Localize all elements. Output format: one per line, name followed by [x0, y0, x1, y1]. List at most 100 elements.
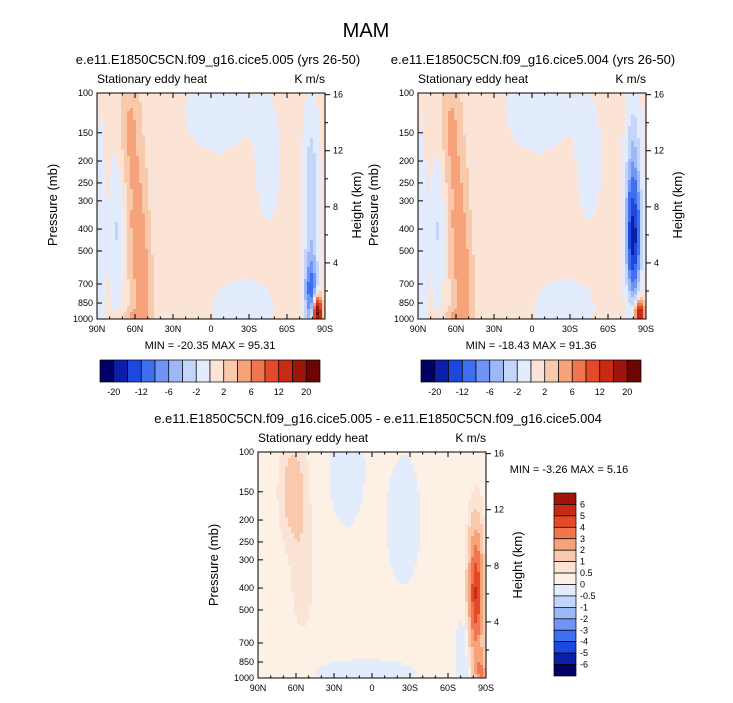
field-cell	[196, 153, 200, 157]
field-cell	[241, 258, 245, 262]
field-cell	[265, 114, 269, 118]
field-cell	[274, 222, 278, 226]
field-cell	[292, 210, 296, 214]
field-cell	[289, 165, 293, 169]
field-cell	[289, 222, 293, 226]
field-cell	[148, 102, 152, 106]
field-cell	[232, 129, 236, 133]
field-cell	[118, 189, 122, 193]
field-cell	[268, 288, 272, 292]
field-cell	[232, 288, 236, 292]
field-cell	[118, 102, 122, 106]
field-cell	[268, 159, 272, 163]
field-cell	[163, 297, 167, 301]
field-cell	[154, 273, 158, 277]
field-cell	[271, 189, 275, 193]
field-cell	[172, 108, 176, 112]
field-cell	[172, 198, 176, 202]
field-cell	[196, 270, 200, 274]
field-cell	[286, 126, 290, 130]
field-cell	[109, 135, 113, 139]
field-cell	[283, 159, 287, 163]
field-cell	[289, 264, 293, 268]
field-cell	[118, 129, 122, 133]
field-cell	[199, 285, 203, 289]
field-cell	[187, 300, 191, 304]
field-cell	[247, 168, 251, 172]
field-cell	[142, 300, 146, 304]
field-cell	[118, 309, 122, 313]
field-cell	[286, 210, 290, 214]
field-cell	[175, 216, 179, 220]
field-cell	[211, 192, 215, 196]
field-cell	[118, 246, 122, 250]
field-cell	[220, 294, 224, 298]
field-cell	[127, 225, 131, 229]
field-cell	[235, 261, 239, 265]
field-cell	[106, 291, 110, 295]
field-cell	[106, 228, 110, 232]
field-cell	[121, 117, 125, 121]
field-cell	[208, 276, 212, 280]
field-cell	[262, 300, 266, 304]
field-cell	[211, 240, 215, 244]
field-cell	[256, 105, 260, 109]
field-cell	[226, 147, 230, 151]
field-cell	[265, 126, 269, 130]
field-cell	[223, 138, 227, 142]
field-cell	[265, 177, 269, 181]
field-cell	[232, 279, 236, 283]
field-cell	[163, 273, 167, 277]
field-cell	[145, 147, 149, 151]
field-cell	[250, 222, 254, 226]
field-cell	[106, 288, 110, 292]
field-cell	[106, 303, 110, 307]
field-cell	[259, 168, 263, 172]
field-cell	[250, 264, 254, 268]
field-cell	[136, 309, 140, 313]
field-cell	[151, 228, 155, 232]
field-cell	[187, 198, 191, 202]
field-cell	[196, 219, 200, 223]
field-cell	[262, 108, 266, 112]
field-cell	[244, 273, 248, 277]
field-cell	[166, 108, 170, 112]
field-cell	[148, 120, 152, 124]
field-cell	[241, 279, 245, 283]
field-cell	[193, 315, 197, 319]
field-cell	[289, 306, 293, 310]
field-cell	[247, 159, 251, 163]
field-cell	[217, 252, 221, 256]
field-cell	[142, 186, 146, 190]
field-cell	[199, 204, 203, 208]
field-cell	[220, 282, 224, 286]
field-cell	[196, 240, 200, 244]
field-cell	[148, 249, 152, 253]
field-cell	[100, 147, 104, 151]
field-cell	[247, 225, 251, 229]
field-cell	[247, 231, 251, 235]
field-cell	[190, 264, 194, 268]
field-cell	[157, 189, 161, 193]
field-cell	[271, 192, 275, 196]
field-cell	[109, 192, 113, 196]
field-cell	[289, 231, 293, 235]
field-cell	[277, 234, 281, 238]
field-cell	[112, 279, 116, 283]
field-cell	[211, 162, 215, 166]
field-cell	[145, 282, 149, 286]
field-cell	[268, 204, 272, 208]
field-cell	[100, 240, 104, 244]
field-cell	[160, 261, 164, 265]
field-cell	[289, 177, 293, 181]
field-cell	[145, 135, 149, 139]
field-cell	[151, 126, 155, 130]
field-cell	[241, 237, 245, 241]
field-cell	[271, 114, 275, 118]
field-cell	[124, 234, 128, 238]
field-cell	[220, 96, 224, 100]
field-cell	[181, 204, 185, 208]
field-cell	[145, 294, 149, 298]
field-cell	[229, 291, 233, 295]
field-cell	[109, 237, 113, 241]
